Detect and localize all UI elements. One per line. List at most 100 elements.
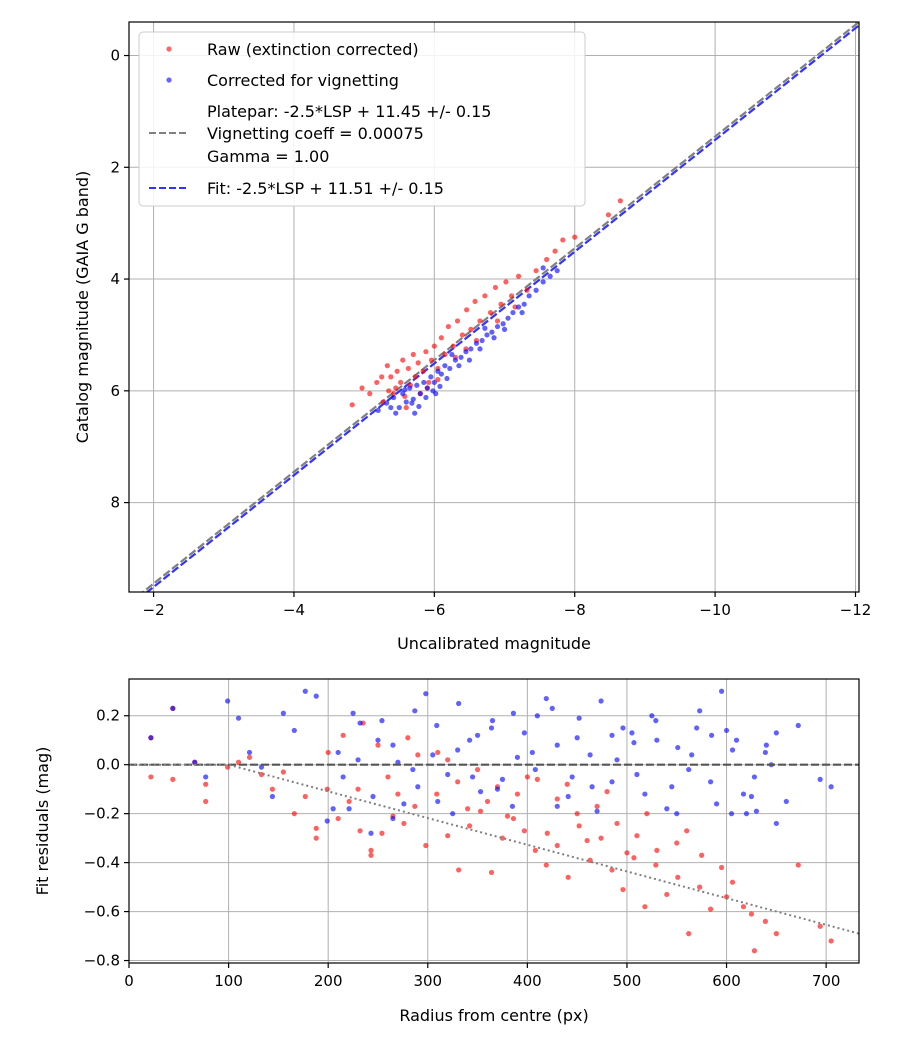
raw-point: [357, 828, 363, 834]
x-tick-label: 400: [513, 972, 542, 990]
platepar-line: [141, 22, 859, 592]
raw-point: [564, 781, 570, 787]
y-tick-label: −0.6: [84, 903, 120, 921]
corrected-point: [410, 396, 416, 402]
raw-point: [642, 904, 648, 910]
raw-point: [477, 318, 483, 324]
raw-point: [604, 789, 610, 795]
corrected-point: [456, 363, 462, 369]
corrected-point: [547, 273, 553, 279]
corrected-point: [482, 325, 488, 331]
corrected-point: [598, 698, 604, 704]
corrected-point: [335, 749, 341, 756]
corrected-point: [412, 708, 418, 714]
raw-point: [514, 791, 521, 797]
corrected-point: [410, 766, 416, 773]
corrected-point: [515, 304, 522, 310]
legend-raw-marker: [166, 46, 172, 52]
raw-point: [554, 796, 560, 802]
bottom-x-axis-label: Radius from centre (px): [399, 1006, 588, 1025]
raw-point: [398, 379, 404, 386]
raw-point: [773, 931, 779, 937]
corrected-point: [631, 740, 637, 746]
raw-point: [474, 766, 481, 773]
corrected-point: [477, 789, 484, 795]
raw-point: [368, 847, 374, 853]
x-tick-label: 300: [413, 972, 442, 990]
corrected-point: [467, 737, 473, 743]
raw-point: [521, 828, 527, 834]
y-tick-label: 2: [110, 158, 120, 176]
corrected-point: [609, 779, 615, 785]
raw-point: [455, 779, 461, 785]
raw-point: [349, 402, 355, 408]
raw-point: [674, 840, 680, 846]
raw-point: [280, 769, 286, 775]
corrected-point: [543, 695, 549, 702]
corrected-point: [817, 776, 823, 782]
corrected-point: [649, 713, 655, 719]
raw-point: [828, 938, 834, 944]
corrected-point: [148, 735, 154, 741]
corrected-point: [375, 407, 381, 413]
raw-point: [565, 874, 571, 880]
raw-point: [454, 318, 461, 324]
y-tick-label: 8: [110, 494, 120, 512]
raw-point: [393, 385, 399, 391]
bottom-residual-chart: 0 100 200 300 400 500 600 700 0.2 0.0 −0.2 −0.4 −0.6…: [33, 678, 860, 1025]
y-tick-label: 6: [110, 382, 120, 400]
raw-point: [524, 287, 530, 293]
corrected-point: [424, 385, 430, 391]
corrected-point: [355, 757, 361, 763]
raw-point: [415, 360, 421, 366]
corrected-point: [642, 791, 648, 797]
corrected-point: [412, 410, 418, 416]
corrected-point: [751, 774, 758, 780]
corrected-point: [479, 337, 485, 344]
raw-point: [576, 823, 582, 829]
corrected-point: [449, 351, 455, 358]
corrected-point: [713, 801, 720, 807]
top-y-axis-label: Catalog magnitude (GAIA G band): [73, 171, 92, 443]
corrected-point: [729, 747, 736, 753]
corrected-point: [653, 718, 659, 724]
corrected-point: [340, 774, 346, 780]
raw-point: [572, 234, 578, 240]
raw-point: [624, 850, 630, 856]
corrected-point: [509, 803, 516, 809]
x-tick-label: 500: [613, 972, 642, 990]
raw-point: [631, 855, 637, 861]
y-tick-label: 4: [110, 270, 120, 288]
x-tick-label: 0: [124, 972, 134, 990]
legend-corrected-label: Corrected for vignetting: [207, 71, 399, 90]
x-tick-label: −6: [423, 601, 445, 619]
x-tick-label: −4: [283, 601, 305, 619]
raw-point: [544, 256, 550, 263]
raw-point: [524, 774, 530, 780]
corrected-point: [519, 309, 525, 316]
top-fit-lines: [141, 22, 859, 592]
raw-point: [654, 847, 660, 853]
raw-point: [340, 732, 346, 738]
corrected-point: [401, 801, 407, 807]
corrected-point: [654, 737, 660, 743]
raw-point: [508, 293, 515, 299]
raw-point: [435, 749, 441, 756]
raw-point: [374, 379, 380, 386]
corrected-point: [469, 774, 476, 780]
x-tick-label: −12: [840, 601, 872, 619]
corrected-point: [421, 379, 427, 386]
raw-point: [699, 852, 705, 858]
corrected-point: [350, 710, 356, 716]
bottom-plot-frame: [128, 678, 860, 964]
corrected-point: [324, 818, 330, 824]
raw-point: [405, 365, 411, 372]
corrected-point: [400, 391, 406, 397]
raw-point: [445, 757, 451, 763]
corrected-point: [477, 346, 483, 352]
raw-point: [442, 351, 448, 358]
raw-point: [203, 781, 209, 787]
legend-raw-label: Raw (extinction corrected): [207, 40, 419, 59]
corrected-point: [390, 815, 396, 822]
corrected-point: [694, 725, 700, 731]
